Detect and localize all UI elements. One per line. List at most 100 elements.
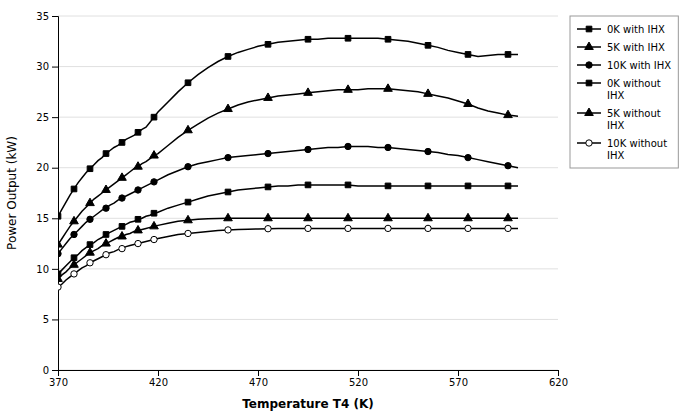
marker <box>265 41 271 47</box>
tick: 470 <box>249 370 268 388</box>
tick-label: 5 <box>43 314 49 325</box>
series <box>58 182 518 277</box>
marker <box>87 242 93 248</box>
marker <box>464 99 473 106</box>
marker <box>225 227 231 233</box>
marker <box>425 43 431 49</box>
marker <box>184 125 193 132</box>
marker <box>135 129 141 135</box>
marker <box>58 274 62 281</box>
marker <box>225 189 231 195</box>
marker <box>87 260 93 266</box>
marker <box>71 231 77 237</box>
marker <box>103 205 109 211</box>
tick-label: 570 <box>449 377 468 388</box>
tick-mark <box>158 370 159 376</box>
marker <box>425 148 431 154</box>
legend-item: 10K with IHX <box>577 60 671 71</box>
series-line <box>58 38 518 216</box>
marker <box>151 210 157 216</box>
y-axis-title: Power Output (kW) <box>5 136 19 250</box>
tick: 370 <box>49 370 68 388</box>
marker <box>465 52 471 58</box>
marker <box>305 182 311 188</box>
marker <box>185 80 191 86</box>
marker <box>505 162 511 168</box>
tick-mark <box>52 370 58 371</box>
marker <box>103 151 109 157</box>
legend-label: 0K withoutIHX <box>607 78 661 101</box>
marker <box>184 215 193 222</box>
marker <box>102 239 111 246</box>
marker <box>425 225 431 231</box>
marker <box>264 93 273 100</box>
marker <box>119 195 125 201</box>
marker <box>119 245 125 251</box>
series-line <box>58 218 518 279</box>
tick: 25 <box>36 112 58 123</box>
tick: 420 <box>149 370 168 388</box>
marker <box>70 260 79 267</box>
marker <box>385 36 391 42</box>
tick-mark <box>52 168 58 169</box>
marker <box>264 213 273 220</box>
marker <box>185 230 191 236</box>
tick: 5 <box>43 314 58 325</box>
tick-label: 15 <box>36 213 49 224</box>
legend-item: 0K withoutIHX <box>577 78 661 101</box>
tick-mark <box>52 218 58 219</box>
marker <box>345 143 351 149</box>
marker <box>58 250 61 256</box>
legend-label: 5K with IHX <box>607 42 665 53</box>
marker <box>86 198 95 205</box>
legend-marker <box>586 62 592 68</box>
legend-label: 10K withoutIHX <box>607 138 667 161</box>
marker <box>224 213 233 220</box>
grid-line <box>58 16 558 17</box>
tick: 520 <box>349 370 368 388</box>
marker <box>70 216 79 223</box>
legend-marker <box>586 80 592 86</box>
marker <box>344 85 353 92</box>
legend-item: 5K withoutIHX <box>577 108 661 131</box>
marker <box>505 225 511 231</box>
marker <box>71 186 77 192</box>
marker <box>135 187 141 193</box>
chart: 37042047052057062005101520253035Temperat… <box>0 0 688 418</box>
marker <box>504 213 513 220</box>
tick: 15 <box>36 213 58 224</box>
legend-item: 0K with IHX <box>577 24 665 35</box>
axis-line <box>52 17 59 371</box>
tick-mark <box>52 117 58 118</box>
legend-label: 0K with IHX <box>607 24 665 35</box>
grid-line <box>58 117 558 118</box>
tick-mark <box>52 319 58 320</box>
tick-mark <box>258 370 259 376</box>
legend-item: 10K withoutIHX <box>577 138 667 161</box>
marker <box>58 240 62 247</box>
marker <box>151 236 157 242</box>
grid-line <box>58 66 558 67</box>
marker <box>265 184 271 190</box>
series-line <box>58 146 518 253</box>
marker <box>86 248 95 255</box>
tick: 35 <box>36 11 58 22</box>
tick-label: 620 <box>549 377 568 388</box>
marker <box>305 146 311 152</box>
tick-label: 10 <box>36 264 49 275</box>
marker <box>71 271 77 277</box>
legend-marker <box>586 140 592 146</box>
marker <box>385 144 391 150</box>
marker <box>135 216 141 222</box>
marker <box>103 232 109 238</box>
tick-mark <box>558 370 559 376</box>
y-axis: 05101520253035 <box>36 11 58 376</box>
marker <box>465 225 471 231</box>
tick-mark <box>52 67 58 68</box>
marker <box>87 166 93 172</box>
tick-label: 0 <box>43 365 49 376</box>
tick: 10 <box>36 264 58 275</box>
marker <box>102 185 111 192</box>
series-line <box>58 89 518 245</box>
marker <box>305 225 311 231</box>
